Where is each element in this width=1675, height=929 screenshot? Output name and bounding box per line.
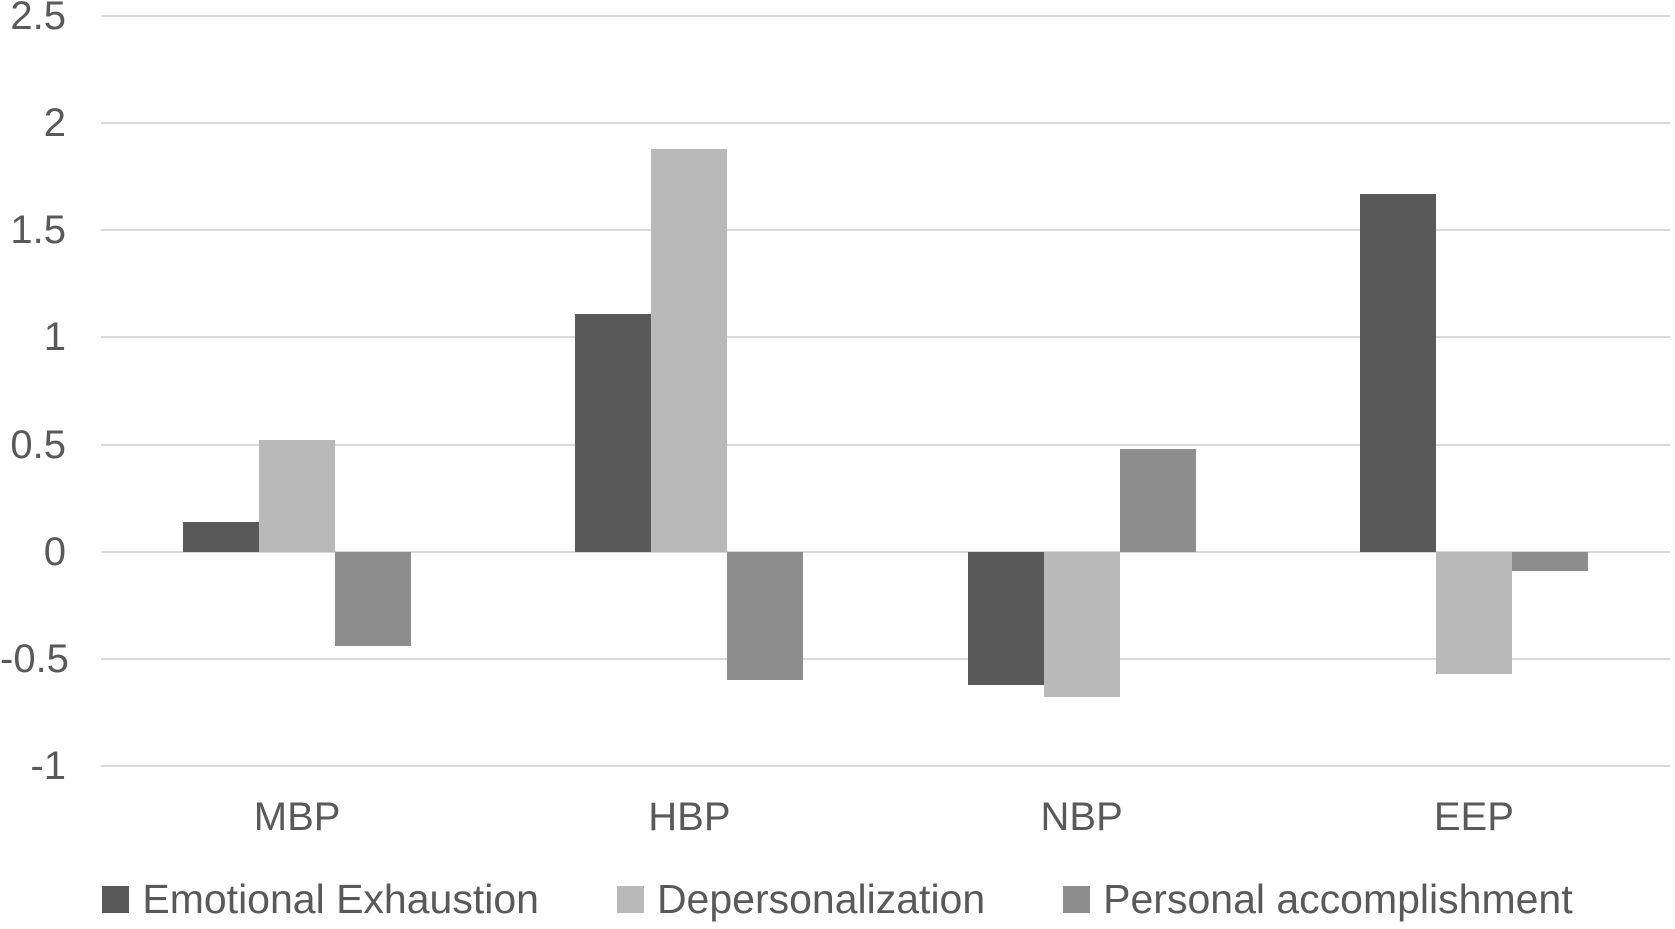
legend-item-emotional-exhaustion: Emotional Exhaustion: [102, 876, 539, 922]
legend-item-depersonalization: Depersonalization: [616, 876, 986, 922]
y-tick-label-0.5: 0.5: [10, 422, 66, 467]
gridline-2.5: [101, 15, 1670, 17]
gridline-2: [101, 122, 1670, 125]
legend-label: Depersonalization: [656, 876, 986, 922]
x-category-label-nbp: NBP: [1040, 795, 1123, 839]
bar-depersonalization-eep: [1435, 551, 1512, 674]
gridline--0.5: [101, 657, 1670, 660]
y-tick-label--0.5: -0.5: [0, 636, 69, 681]
gridline-1.5: [101, 229, 1670, 232]
x-category-label-hbp: HBP: [648, 795, 731, 839]
gridline-1: [101, 336, 1670, 339]
bar-depersonalization-nbp: [1043, 551, 1120, 698]
gridline--1: [101, 765, 1670, 767]
bar-personal-accomplishment-mbp: [335, 551, 412, 646]
bar-depersonalization-mbp: [259, 440, 336, 552]
y-tick-label-1: 1: [43, 315, 66, 360]
legend-swatch-icon: [102, 885, 130, 913]
legend-label: Personal accomplishment: [1103, 876, 1573, 922]
y-tick-label-0: 0: [43, 529, 66, 574]
legend-swatch-icon: [1063, 885, 1091, 913]
bar-emotional-exhaustion-hbp: [575, 313, 652, 552]
bar-personal-accomplishment-hbp: [727, 551, 804, 681]
legend-label: Emotional Exhaustion: [142, 876, 539, 922]
bar-emotional-exhaustion-mbp: [183, 521, 260, 552]
gridline-0.5: [101, 443, 1670, 446]
legend-swatch-icon: [616, 885, 644, 913]
x-category-label-mbp: MBP: [253, 795, 341, 839]
bar-emotional-exhaustion-eep: [1359, 193, 1436, 552]
bar-depersonalization-hbp: [651, 148, 728, 552]
x-category-label-eep: EEP: [1433, 795, 1514, 839]
y-tick-label-2: 2: [43, 101, 66, 146]
bar-personal-accomplishment-nbp: [1119, 448, 1196, 552]
bar-personal-accomplishment-eep: [1511, 551, 1588, 571]
y-tick-label--1: -1: [30, 744, 66, 788]
y-tick-label-1.5: 1.5: [10, 208, 66, 253]
y-tick-label-2.5: 2.5: [10, 0, 66, 38]
legend-item-personal-accomplishment: Personal accomplishment: [1063, 876, 1573, 922]
bar-emotional-exhaustion-nbp: [967, 551, 1044, 685]
legend: Emotional Exhaustion Depersonalization Per…: [0, 876, 1675, 922]
gridline-0: [101, 550, 1670, 553]
